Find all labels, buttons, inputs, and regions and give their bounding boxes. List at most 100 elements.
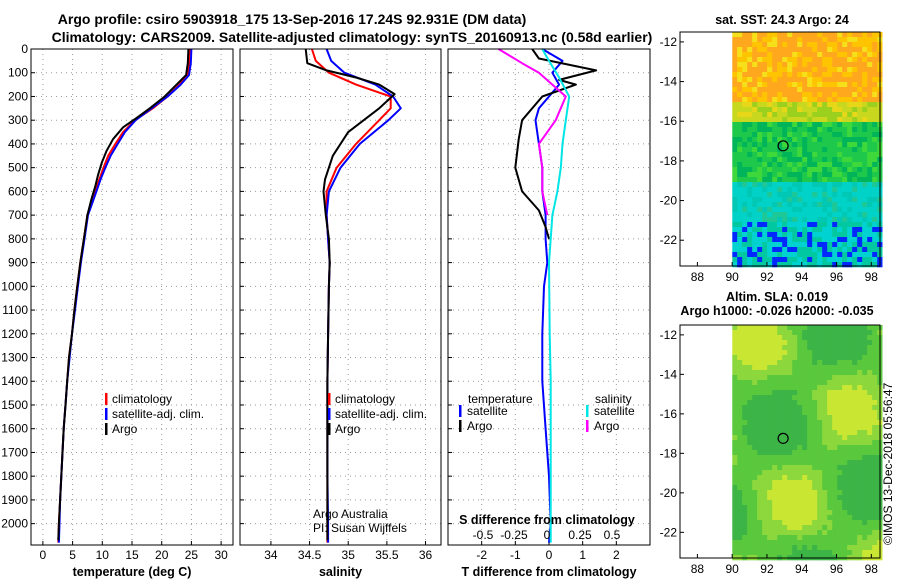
x-tick-label: 34 <box>264 548 278 562</box>
map-y-tick-label: -12 <box>660 328 678 342</box>
y-tick-label: 300 <box>8 113 28 127</box>
legend-swatch-argo <box>105 423 108 435</box>
y-tick-label: 1700 <box>1 445 28 459</box>
x-tick-label: 30 <box>214 548 228 562</box>
map-x-tick-label: 98 <box>865 562 879 576</box>
x-axis-label: T difference from climatology <box>461 565 636 579</box>
y-tick-label: 0 <box>21 42 28 56</box>
y-tick-label: 1300 <box>1 351 28 365</box>
temperature-panel: 0 5 10 15 20 25 300100200300400500600700800900… <box>1 42 234 579</box>
map-y-tick-label: -22 <box>660 525 678 539</box>
map-x-tick-label: 92 <box>760 270 774 284</box>
legend-swatch-climatology <box>328 393 331 405</box>
series-line-salinity-argo <box>497 48 567 216</box>
difference-panel: -2 -1 0 1 2 T difference from climatology -0.5… <box>447 48 651 579</box>
sst-map-panel: 88 90 92 94 96 98 -12 -14 -16 -18 -20 -22 <box>660 31 883 284</box>
x-tick-label: 2 <box>613 548 620 562</box>
sla-map-panel: 88 90 92 94 96 98 -12 -14 -16 -18 -20 -22 <box>660 324 883 576</box>
map-y-tick-label: -20 <box>660 194 678 208</box>
x-tick-label: 1 <box>579 548 586 562</box>
argo-position-marker <box>777 140 789 152</box>
sla-field-cells <box>732 325 883 561</box>
x-tick-label: -2 <box>476 548 487 562</box>
map-x-tick-label: 94 <box>795 270 809 284</box>
x-tick-label: 25 <box>185 548 199 562</box>
legend-label-temp-satellite: satellite <box>467 404 508 418</box>
legend-label-argo: Argo <box>335 422 361 436</box>
legend-heading-salinity: salinity <box>595 392 632 406</box>
y-tick-label: 1600 <box>1 422 28 436</box>
series-line-temperature-argo <box>514 48 598 240</box>
s-difference-tick-label: -0.25 <box>500 528 528 542</box>
y-tick-label: 1500 <box>1 398 28 412</box>
sla-map-title-line-2: Argo h1000: -0.026 h2000: -0.035 <box>680 304 873 318</box>
legend-heading-temperature: temperature <box>468 392 533 406</box>
y-tick-label: 400 <box>8 137 28 151</box>
x-tick-label: -1 <box>510 548 521 562</box>
map-x-tick-label: 96 <box>830 562 844 576</box>
y-tick-label: 1800 <box>1 469 28 483</box>
series-line-argo <box>304 48 396 541</box>
x-tick-label: 34.5 <box>298 548 322 562</box>
map-y-tick-label: -18 <box>660 154 678 168</box>
x-tick-label: 5 <box>69 548 76 562</box>
series-line-salinity-satellite <box>541 48 571 543</box>
x-tick-label: 36 <box>419 548 433 562</box>
y-tick-label: 900 <box>8 256 28 270</box>
y-tick-label: 200 <box>8 89 28 103</box>
argo-position-marker <box>777 432 789 444</box>
y-tick-label: 600 <box>8 184 28 198</box>
sst-field-cells <box>732 32 883 268</box>
legend-swatch-sal-argo <box>586 420 589 432</box>
land-mask <box>680 325 733 558</box>
map-frame <box>679 324 881 559</box>
map-x-tick-label: 98 <box>865 270 879 284</box>
s-difference-label: S difference from climatology <box>459 513 635 527</box>
legend-label-sal-satellite: satellite <box>594 404 635 418</box>
y-tick-label: 100 <box>8 66 28 80</box>
s-difference-tick-label: 0.5 <box>604 528 621 542</box>
y-tick-label: 1000 <box>1 279 28 293</box>
map-y-tick-label: -20 <box>660 486 678 500</box>
map-x-tick-label: 96 <box>830 270 844 284</box>
salinity-legend: climatology satellite-adj. clim. Argo Ar… <box>313 392 427 535</box>
imos-credit: ©IMOS 13-Dec-2018 05:56:47 <box>881 382 895 545</box>
credit-pi: PI: Susan Wijffels <box>313 521 407 535</box>
difference-legend: temperature salinity satellite Argo sate… <box>459 392 635 527</box>
series-line-argo <box>57 48 190 541</box>
x-axis-label: salinity <box>319 565 362 579</box>
land-mask <box>680 32 733 266</box>
plot-frame <box>30 48 234 546</box>
map-frame <box>679 31 881 267</box>
legend-swatch-argo <box>328 423 331 435</box>
plot-frame <box>447 48 651 546</box>
legend-label-climatology: climatology <box>335 392 395 406</box>
sla-map-title-line-1: Altim. SLA: 0.019 <box>726 290 828 304</box>
x-tick-label: 0 <box>40 548 47 562</box>
map-y-tick-label: -18 <box>660 446 678 460</box>
plot-area <box>31 49 233 545</box>
s-difference-tick-label: 0 <box>544 528 551 542</box>
map-x-tick-label: 88 <box>691 562 705 576</box>
y-tick-label: 800 <box>8 232 28 246</box>
legend-label-satellite: satellite-adj. clim. <box>112 407 204 421</box>
x-axis-label: temperature (deg C) <box>73 565 192 579</box>
y-tick-label: 500 <box>8 161 28 175</box>
y-tick-label: 1100 <box>2 303 28 317</box>
map-y-tick-label: -22 <box>660 233 678 247</box>
map-y-tick-label: -12 <box>660 35 678 49</box>
map-x-tick-label: 94 <box>795 562 809 576</box>
legend-swatch-temp-argo <box>459 420 462 432</box>
plot-area <box>240 49 441 545</box>
legend-swatch-temp-satellite <box>459 405 462 417</box>
x-tick-label: 15 <box>125 548 139 562</box>
map-y-tick-label: -16 <box>660 114 678 128</box>
legend-swatch-climatology <box>105 393 108 405</box>
map-x-tick-label: 90 <box>725 270 739 284</box>
s-difference-tick-label: -0.5 <box>473 528 494 542</box>
legend-swatch-satellite <box>105 408 108 420</box>
plot-frame <box>239 48 442 546</box>
x-tick-label: 20 <box>155 548 169 562</box>
temperature-legend: climatology satellite-adj. clim. Argo <box>105 392 204 436</box>
